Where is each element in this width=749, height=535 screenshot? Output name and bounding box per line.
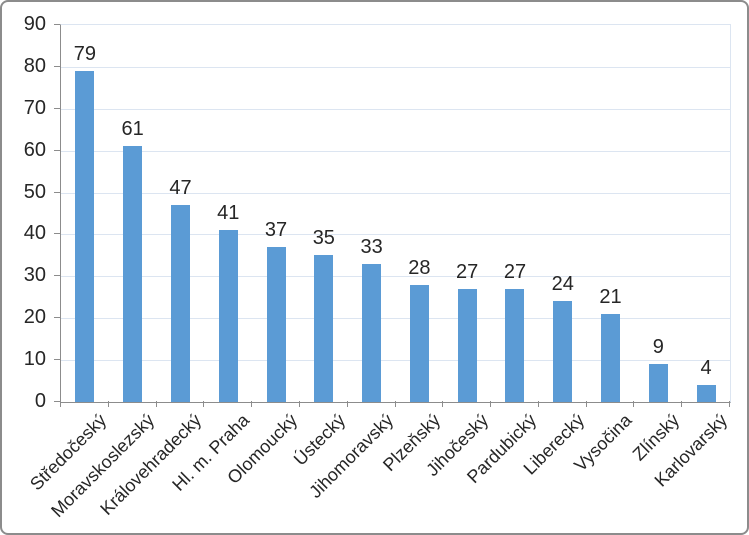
y-axis-tick [54, 191, 60, 193]
y-axis-tick [54, 233, 60, 235]
x-axis-tick [585, 401, 587, 407]
bar [218, 230, 238, 402]
value-label: 47 [169, 177, 192, 200]
y-axis-tick-label: 90 [23, 13, 46, 35]
x-axis-tick [490, 401, 492, 407]
value-label: 61 [121, 118, 144, 141]
x-axis-tick [537, 401, 539, 407]
x-axis-tick [729, 401, 730, 407]
x-axis-tick [633, 401, 635, 407]
value-label: 24 [551, 273, 574, 296]
x-axis-tick [155, 401, 157, 407]
value-label: 4 [700, 357, 712, 380]
y-axis-tick-label: 30 [23, 264, 46, 287]
x-axis-tick [203, 401, 205, 407]
y-axis-tick-label: 50 [23, 180, 46, 203]
value-label: 9 [652, 336, 664, 359]
bar [75, 71, 95, 402]
x-axis-tick [394, 401, 396, 407]
value-label: 27 [503, 260, 527, 283]
gridline [61, 276, 730, 278]
y-axis-tick-label: 20 [23, 306, 46, 329]
gridline [61, 318, 730, 320]
y-axis-tick-label: 70 [23, 96, 46, 119]
value-label: 33 [360, 235, 383, 258]
bar [553, 301, 573, 402]
x-axis-tick [442, 401, 444, 407]
x-axis-tick [251, 401, 253, 407]
gridline [61, 360, 730, 362]
y-axis-tick-label: 40 [23, 222, 46, 245]
gridline [61, 192, 730, 194]
y-axis-tick [54, 24, 60, 25]
value-label: 37 [264, 219, 288, 242]
y-axis-tick-label: 0 [34, 390, 46, 412]
gridline [61, 108, 730, 110]
value-label: 79 [73, 43, 97, 66]
bar [696, 385, 716, 402]
y-axis-tick [54, 149, 60, 151]
y-axis-tick [54, 401, 60, 402]
bar [362, 263, 382, 402]
value-label: 21 [599, 286, 622, 309]
x-axis-tick [107, 401, 109, 407]
bar [457, 288, 477, 402]
bar [266, 247, 286, 402]
y-axis-tick [54, 275, 60, 277]
bar [123, 146, 143, 402]
bar [170, 205, 190, 402]
value-label: 28 [408, 256, 431, 279]
x-axis-tick [298, 401, 300, 407]
plot-area: 79 61 47 41 37 35 33 28 27 27 24 21 9 4 [60, 24, 731, 403]
gridline [61, 66, 730, 68]
value-label: 27 [456, 260, 479, 283]
y-axis-tick [54, 107, 60, 109]
bar [601, 314, 621, 402]
y-axis-tick-label: 80 [23, 54, 46, 77]
y-axis-tick [54, 359, 60, 361]
gridline [61, 150, 730, 152]
y-axis-tick-label: 60 [23, 138, 46, 161]
value-label: 35 [312, 227, 335, 250]
y-axis-tick [54, 65, 60, 67]
bar [648, 364, 668, 402]
x-axis-tick [681, 401, 683, 407]
bar [314, 255, 334, 402]
x-axis-tick [60, 401, 61, 407]
x-axis-tick [346, 401, 348, 407]
y-axis-tick-label: 10 [23, 348, 46, 371]
y-axis-tick [54, 317, 60, 319]
bar [505, 288, 525, 402]
gridline [61, 234, 730, 236]
bar [409, 284, 429, 402]
value-label: 41 [217, 202, 240, 225]
